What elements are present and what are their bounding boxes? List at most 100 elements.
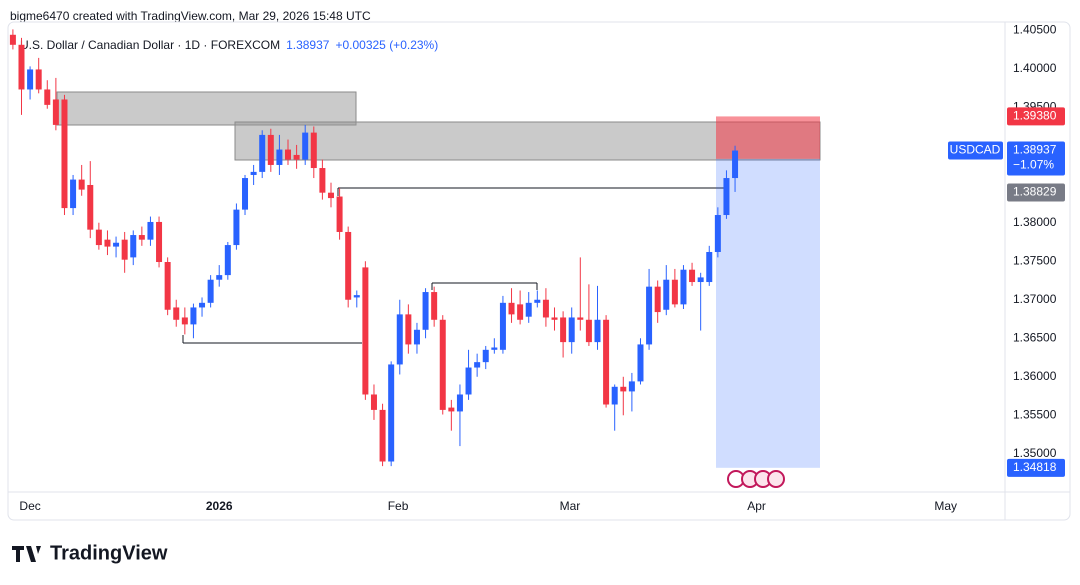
candle-body [345, 231, 352, 300]
candle-body [242, 178, 249, 210]
stop-label-box [1007, 107, 1065, 126]
x-tick-label: Feb [388, 499, 409, 513]
candle-body [104, 239, 111, 247]
candle-body [199, 302, 206, 308]
change-percent-label: −1.07% [1013, 158, 1054, 172]
candle-body [87, 184, 94, 230]
candle-body [233, 209, 240, 246]
candle-body [190, 307, 197, 325]
x-tick-label: 2026 [206, 499, 233, 513]
entry-label: 1.38829 [1013, 185, 1057, 199]
candle-body [439, 319, 446, 410]
candle-body [267, 134, 274, 165]
candle-body [130, 235, 137, 258]
candle-body [310, 132, 317, 169]
candle-body [637, 344, 644, 382]
candle-body [78, 179, 85, 190]
candle-body [370, 394, 377, 410]
candle-body [620, 386, 627, 392]
candle-body [276, 149, 283, 165]
candle-body [431, 292, 438, 320]
candle-body [216, 275, 223, 280]
candle-body [680, 269, 687, 305]
candle-body [560, 317, 567, 343]
symbol-title: U.S. Dollar / Canadian Dollar · 1D · FOR… [20, 38, 281, 52]
position-reward [716, 158, 820, 468]
candle-body [603, 319, 610, 405]
candle-body [482, 349, 489, 363]
candle-body [207, 279, 214, 303]
position-risk [716, 116, 820, 159]
last-price: 1.38937 [286, 38, 330, 52]
candle-body [319, 168, 326, 193]
candle-body [422, 292, 429, 330]
candle-body [164, 262, 171, 310]
symbol-line: U.S. Dollar / Canadian Dollar · 1D · FOR… [20, 38, 438, 52]
candle-body [181, 317, 188, 325]
candle-body [465, 367, 472, 395]
candle-body [499, 302, 506, 350]
candle-body [396, 314, 403, 365]
candle-body [95, 229, 102, 246]
candle-body [18, 44, 25, 90]
logo-text: TradingView [50, 542, 168, 564]
y-tick-label: 1.40000 [1013, 61, 1057, 75]
y-tick-label: 1.37000 [1013, 292, 1057, 306]
last-price-label: 1.38937 [1013, 143, 1057, 157]
credit: bigme6470 created with TradingView.com, … [10, 9, 371, 23]
candle-body [173, 307, 180, 320]
candle-body [714, 215, 721, 252]
candle-body [302, 132, 309, 160]
candle-body [61, 99, 68, 209]
candle-body [224, 245, 231, 276]
logo: TradingView [12, 542, 168, 564]
zone [56, 91, 357, 126]
y-tick-label: 1.36000 [1013, 369, 1057, 383]
candle-body [577, 317, 584, 320]
y-tick-label: 1.37500 [1013, 253, 1057, 267]
candle-body [732, 150, 739, 179]
candle-body [491, 347, 498, 350]
candle-body [542, 299, 549, 318]
candle-body [70, 179, 77, 209]
candle-body [525, 302, 532, 317]
symbol-label: USDCAD [950, 143, 1001, 157]
y-tick-label: 1.38000 [1013, 215, 1057, 229]
candle-body [250, 171, 257, 175]
candle-body [508, 302, 515, 315]
candle-body [285, 149, 292, 160]
candle-body [534, 299, 541, 303]
candle-body [353, 295, 360, 298]
x-tick-label: Mar [560, 499, 581, 513]
event-icons [727, 470, 785, 488]
candle-body [52, 99, 59, 125]
candle-body [35, 69, 42, 90]
candle-body [27, 69, 34, 90]
candle-body [611, 386, 618, 405]
candle-body [362, 267, 369, 395]
candle-body [327, 192, 334, 199]
y-tick-label: 1.36500 [1013, 330, 1057, 344]
candle-body [568, 317, 575, 343]
y-tick-label: 1.35000 [1013, 446, 1057, 460]
candle-body [448, 407, 455, 412]
candle-body [388, 364, 395, 462]
candle-body [689, 269, 696, 283]
candle-body [646, 286, 653, 345]
drawings [56, 91, 821, 468]
candle-body [156, 221, 163, 263]
symbol-box [948, 141, 1003, 160]
candle-body [336, 196, 343, 232]
candle-body [723, 178, 730, 216]
last-price-box [1007, 141, 1065, 176]
candle-body [9, 34, 16, 45]
y-tick-label: 1.40500 [1013, 22, 1057, 36]
x-tick-label: Dec [19, 499, 40, 513]
candle-body [413, 329, 420, 345]
candle-body [113, 242, 120, 247]
candle-body [706, 251, 713, 283]
candle-body [474, 362, 481, 368]
candle-body [259, 134, 266, 172]
